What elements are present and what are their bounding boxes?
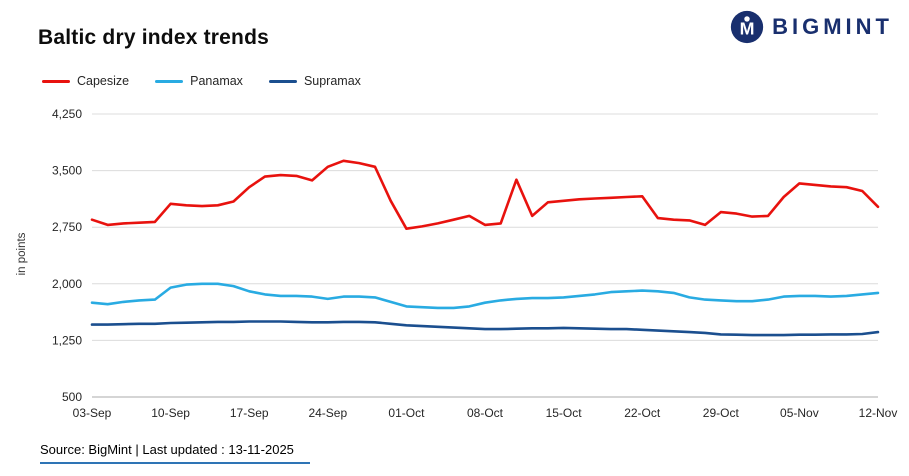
y-tick-label: 2,750 — [52, 220, 82, 234]
legend-label-capesize: Capesize — [77, 74, 130, 88]
y-tick-label: 1,250 — [52, 333, 82, 347]
x-tick-label: 05-Nov — [780, 406, 819, 420]
brand-logo-text: BIGMINT — [772, 14, 893, 39]
legend-swatch-supramax — [268, 79, 297, 83]
x-tick-label: 03-Sep — [73, 406, 112, 420]
y-tick-label: 2,000 — [52, 277, 82, 291]
x-tick-label: 01-Oct — [388, 406, 425, 420]
y-tick-label: 500 — [62, 390, 82, 404]
x-tick-label: 15-Oct — [546, 406, 583, 420]
series-line-panamax — [90, 282, 880, 310]
series-line-capesize — [90, 159, 880, 230]
legend-item-capesize[interactable]: Capesize — [42, 74, 129, 88]
legend-swatch-capesize — [42, 79, 70, 83]
svg-text:M: M — [740, 19, 755, 39]
chart-legend: Capesize Panamax Supramax — [42, 74, 361, 88]
x-tick-label: 10-Sep — [151, 406, 190, 420]
y-tick-label: 4,250 — [52, 107, 82, 121]
source-underline — [40, 462, 310, 464]
chart-svg: 500 1,250 2,000 2,750 3,500 4,250 03-Sep 10-Sep… — [52, 107, 898, 420]
brand-logo-icon: M — [730, 10, 764, 44]
legend-swatch-panamax — [155, 79, 184, 83]
x-tick-label: 22-Oct — [624, 406, 661, 420]
series-line-supramax — [90, 320, 880, 337]
source-note: Source: BigMint | Last updated : 13-11-2… — [40, 442, 294, 457]
y-tick-label: 3,500 — [52, 164, 82, 178]
legend-label-supramax: Supramax — [303, 74, 361, 88]
legend-item-panamax[interactable]: Panamax — [155, 74, 243, 88]
page-title: Baltic dry index trends — [38, 26, 269, 49]
x-tick-label: 29-Oct — [703, 406, 740, 420]
legend-label-panamax: Panamax — [190, 74, 243, 88]
x-tick-label: 17-Sep — [230, 406, 269, 420]
x-tick-label: 24-Sep — [308, 406, 347, 420]
x-tick-label: 08-Oct — [467, 406, 504, 420]
legend-item-supramax[interactable]: Supramax — [268, 74, 361, 88]
brand-logo: M BIGMINT — [730, 10, 893, 44]
x-tick-label: 12-Nov — [859, 406, 898, 420]
